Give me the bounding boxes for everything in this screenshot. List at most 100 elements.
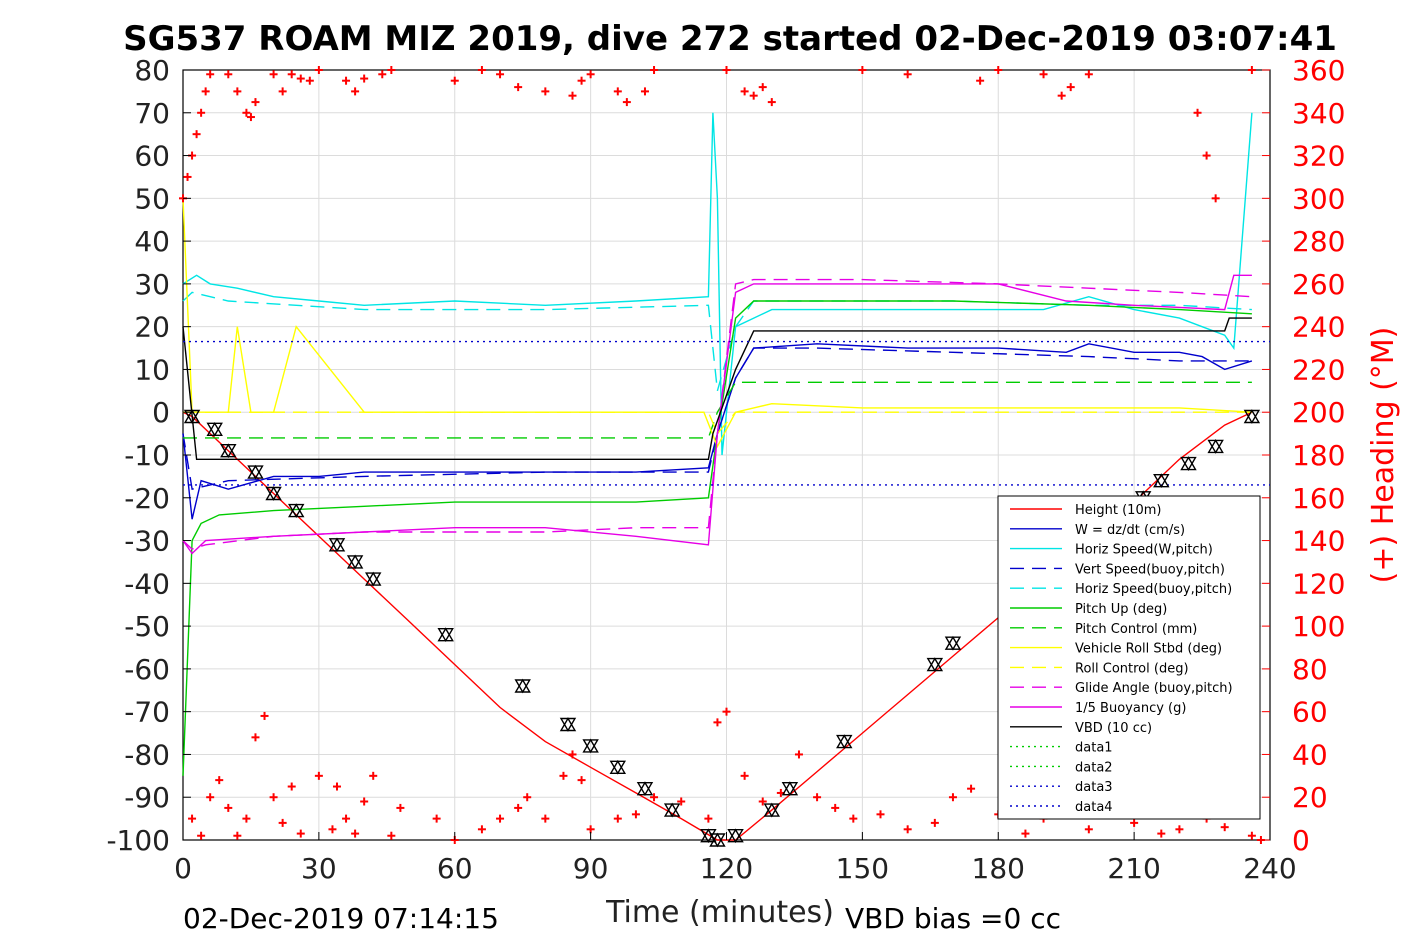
legend-label-9: Glide Angle (buoy,pitch) <box>1075 681 1233 696</box>
heading-point <box>586 825 595 834</box>
triangle-marker <box>206 421 223 437</box>
series-line-9 <box>182 278 1252 550</box>
heading-point <box>477 825 486 834</box>
heading-point <box>514 803 523 812</box>
heading-point <box>650 66 659 74</box>
triangle-marker <box>365 571 382 587</box>
heading-point <box>1211 194 1220 203</box>
heading-point <box>269 70 278 79</box>
heading-point <box>197 108 206 117</box>
heading-point <box>328 825 337 834</box>
y-tick-label: -90 <box>124 781 170 814</box>
heading-point <box>613 814 622 823</box>
y-tick-label: -40 <box>124 567 170 600</box>
heading-point <box>758 797 767 806</box>
legend-label-5: Pitch Up (deg) <box>1075 602 1167 617</box>
heading-point <box>677 797 686 806</box>
heading-point <box>305 76 314 85</box>
y-right-tick-label: 180 <box>1292 439 1345 472</box>
heading-point <box>296 74 305 83</box>
heading-point <box>740 771 749 780</box>
y-right-tick-label: 280 <box>1292 225 1345 258</box>
triangle-marker <box>709 832 726 848</box>
heading-point <box>233 87 242 96</box>
heading-point <box>813 793 822 802</box>
heading-point <box>948 793 957 802</box>
y-tick-label: -80 <box>124 738 170 771</box>
heading-point <box>351 87 360 96</box>
heading-point <box>541 87 550 96</box>
y-right-tick-label: 320 <box>1292 140 1345 173</box>
legend-label-0: Height (10m) <box>1075 503 1161 518</box>
right-axis-ticks: 0 20 40 60 80 100 120 140 160 180 200 220 240 260 280 3… <box>1262 54 1345 857</box>
legend-label-12: data1 <box>1075 741 1113 756</box>
heading-point <box>1202 151 1211 160</box>
heading-point <box>342 76 351 85</box>
y-tick-label: -30 <box>124 525 170 558</box>
triangle-marker <box>926 657 944 673</box>
heading-point <box>278 818 287 827</box>
heading-point <box>278 87 287 96</box>
triangle-marker <box>781 781 799 797</box>
y-tick-label: 20 <box>134 311 170 344</box>
y-tick-label: 0 <box>152 396 170 429</box>
heading-point <box>740 87 749 96</box>
series-line-3 <box>182 347 1252 491</box>
triangle-marker <box>1153 473 1170 489</box>
x-tick-label: 0 <box>174 852 192 885</box>
heading-point <box>314 771 323 780</box>
triangle-marker <box>663 802 681 818</box>
heading-point <box>568 91 577 100</box>
heading-point <box>192 130 201 139</box>
heading-point <box>342 814 351 823</box>
heading-point <box>215 776 224 785</box>
x-axis-ticks: 0 30 60 90 120 150 180 210 240 <box>174 832 1297 885</box>
legend-label-1: W = dz/dt (cm/s) <box>1075 523 1185 538</box>
heading-point <box>296 829 305 838</box>
heading-point <box>1066 83 1075 92</box>
chart-title: SG537 ROAM MIZ 2019, dive 272 started 02… <box>123 19 1337 59</box>
heading-point <box>1057 91 1066 100</box>
heading-point <box>251 98 260 107</box>
x-tick-label: 150 <box>836 852 889 885</box>
legend-label-3: Vert Speed(buoy,pitch) <box>1075 562 1225 577</box>
heading-point <box>1157 829 1166 838</box>
heading-point <box>858 66 867 74</box>
heading-point <box>183 172 192 181</box>
heading-point <box>233 831 242 840</box>
footer-vbd-bias: VBD bias =0 cc <box>845 902 1061 935</box>
y-right-tick-label: 140 <box>1292 525 1345 558</box>
triangle-marker <box>265 486 282 501</box>
heading-point <box>260 711 269 720</box>
y-tick-label: 10 <box>134 353 170 386</box>
y-tick-label: -100 <box>106 824 170 857</box>
triangle-marker <box>183 409 201 424</box>
legend-label-11: VBD (10 cc) <box>1075 721 1152 736</box>
legend-box <box>997 495 1261 820</box>
heading-point <box>994 66 1003 74</box>
series-line-10 <box>182 274 1252 555</box>
triangle-marker <box>1180 456 1197 471</box>
series-line-11 <box>182 317 1252 460</box>
heading-point <box>1130 818 1139 827</box>
y-right-tick-label: 360 <box>1292 54 1345 87</box>
series-line-5 <box>182 300 1252 776</box>
heading-point <box>967 784 976 793</box>
heading-point <box>287 70 296 79</box>
x-tick-label: 90 <box>573 852 609 885</box>
heading-point <box>197 831 206 840</box>
y-right-tick-label: 40 <box>1292 738 1328 771</box>
legend-label-10: 1/5 Buoyancy (g) <box>1075 701 1186 716</box>
y-tick-label: 80 <box>134 54 170 87</box>
legend-label-14: data3 <box>1075 780 1113 795</box>
heading-point <box>613 87 622 96</box>
heading-point <box>1039 70 1048 79</box>
triangle-marker <box>328 537 346 553</box>
y-tick-label: -70 <box>124 696 170 729</box>
triangle-marker <box>636 781 654 797</box>
y-right-tick-label: 0 <box>1292 824 1310 857</box>
heading-point <box>758 83 767 92</box>
triangle-marker <box>247 464 264 480</box>
legend-label-8: Roll Control (deg) <box>1075 661 1189 676</box>
y-tick-label: 70 <box>134 97 170 130</box>
